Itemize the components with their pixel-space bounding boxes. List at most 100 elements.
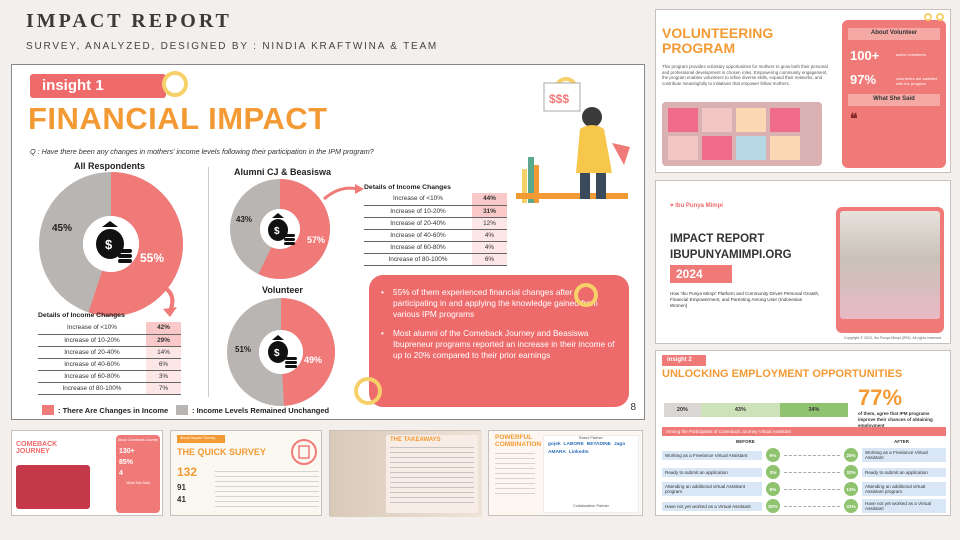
thumb-comeback-journey[interactable]: COMEBACK JOURNEY About Comeback Journey … xyxy=(11,430,163,516)
cover-copyright: Copyright © 2024, Ibu Punya Mimpi (IPM).… xyxy=(844,336,942,340)
table-row: Increase of 80-100% 7% xyxy=(38,382,181,395)
row-value: 42% xyxy=(146,322,181,335)
thumb-qs-title: THE QUICK SURVEY xyxy=(177,447,266,457)
cover-desc: How 'Ibu Punya Mimpi' Platform and Commu… xyxy=(670,291,820,308)
thumb-cj-s3: 4 xyxy=(119,470,123,477)
pct-alumni-unchanged: 43% xyxy=(236,215,253,224)
pct-all-changed: 55% xyxy=(140,251,165,265)
vol-stat1-desc: active volunteers xyxy=(896,52,927,57)
vol-about-title: About Volunteer xyxy=(848,28,940,40)
vol-stat2: 97% xyxy=(850,72,877,87)
money-bag-icon: $ xyxy=(96,221,132,263)
vol-said-title: What She Said xyxy=(848,94,940,106)
vol-stat2-desc: volunteers are satisfied with the progra… xyxy=(896,76,938,86)
thumb-takeaways[interactable]: THE TAKEAWAYS xyxy=(329,430,482,517)
emp-rows: Working as a Freelance Virtual Assistant… xyxy=(662,447,946,515)
chart-label-volunteer: Volunteer xyxy=(262,285,303,295)
svg-text:$: $ xyxy=(274,226,280,237)
decor-circle-icon xyxy=(354,377,382,405)
table-row: Increase of 10-20% 29% xyxy=(38,334,181,347)
brand-logo: BETADINE xyxy=(586,442,611,447)
emp-before: BEFORE xyxy=(736,439,755,444)
details-title-all: Details of Income Changes xyxy=(38,312,125,319)
bar-seg-neutral: 20% xyxy=(664,403,701,417)
emp-row-after: 13% xyxy=(844,482,858,496)
emp-stat-desc: of them, agree that IPM programs improve… xyxy=(858,411,933,428)
table-row: Increase of 60-80% 3% xyxy=(38,370,181,383)
page-number: 8 xyxy=(630,402,636,413)
cover-title2: IBUPUNYAMIMPI.ORG xyxy=(670,249,792,261)
emp-row-text: Ready to submit an application xyxy=(662,467,762,477)
brand-logo: Jago xyxy=(613,442,626,447)
agreement-bar: 20% 43% 34% xyxy=(664,403,848,417)
table-row: Increase of <10% 44% xyxy=(364,193,507,206)
vol-body: This program provides voluntary opportun… xyxy=(662,64,828,87)
row-value: 6% xyxy=(472,253,507,266)
emp-row-text-after: Attending an additional virtual Assistan… xyxy=(862,482,946,496)
emp-row-connector xyxy=(784,454,840,456)
thumb-cj-panel: About Comeback Journey 130+ 85% 4 What S… xyxy=(116,435,160,513)
thumb-tk-title: THE TAKEAWAYS xyxy=(390,437,441,443)
money-bag-icon: $ xyxy=(268,213,295,245)
thumb-qs-n2: 91 xyxy=(177,483,186,492)
row-label: Increase of 20-40% xyxy=(38,346,146,359)
row-label: Increase of <10% xyxy=(38,322,146,335)
pct-volunteer-changed: 49% xyxy=(304,355,323,365)
thumb-cj-title: COMEBACK JOURNEY xyxy=(16,441,58,456)
row-value: 12% xyxy=(472,217,507,230)
table-row: Increase of <10% 42% xyxy=(38,322,181,335)
row-value: 31% xyxy=(472,205,507,218)
emp-row-before: 6% xyxy=(766,448,780,462)
thumb-tk-panel: THE TAKEAWAYS xyxy=(386,435,478,513)
arrow-right-icon xyxy=(323,184,364,201)
legend-unchanged: : Income Levels Remained Unchanged xyxy=(176,405,329,415)
brand-logo: gojek xyxy=(548,442,561,447)
thumb-quick-survey[interactable]: About Impact Survey THE QUICK SURVEY 132… xyxy=(170,430,322,516)
survey-icon xyxy=(291,439,317,465)
curved-arrow-icon xyxy=(159,283,177,317)
row-label: Increase of <10% xyxy=(364,193,472,206)
group-photo xyxy=(840,211,940,319)
bar-seg-agree: 43% xyxy=(700,403,780,417)
row-label: Increase of 40-60% xyxy=(38,358,146,371)
emp-row-after: 31% xyxy=(844,499,858,513)
emp-row-before: 9% xyxy=(766,482,780,496)
thumb-qs-n1: 132 xyxy=(177,465,198,479)
report-header-title: IMPACT REPORT xyxy=(26,10,232,32)
row-label: Increase of 60-80% xyxy=(38,370,146,383)
vol-stat1: 100+ xyxy=(850,48,880,63)
emp-row: Attending an additional virtual Assistan… xyxy=(662,481,946,497)
pct-alumni-changed: 57% xyxy=(307,235,326,245)
brand-logo-list: gojek LABORE BETADINE Jago AMARA LinkedIn xyxy=(544,440,638,457)
emp-row-text: Have not yet worked as a Virtual Assista… xyxy=(662,501,762,511)
thumb-pc-text xyxy=(495,453,535,497)
volunteering-program-slide[interactable]: VOLUNTEERING PROGRAM This program provid… xyxy=(655,9,951,173)
thumb-pc-brands-title: Brand Partner xyxy=(579,436,603,440)
row-label: Increase of 80-100% xyxy=(364,253,472,266)
emp-row-after: 25% xyxy=(844,448,858,462)
thumb-powerful-combination[interactable]: POWERFUL COMBINATION Brand Partner gojek… xyxy=(488,430,643,516)
report-header-subtitle: SURVEY, ANALYZED, DESIGNED BY : NINDIA K… xyxy=(26,41,439,52)
financial-impact-slide[interactable]: insight 1 FINANCIAL IMPACT Q : Have ther… xyxy=(11,64,645,420)
thumb-qs-tag: About Impact Survey xyxy=(177,435,225,443)
emp-row-text: Working as a Freelance Virtual Assistant xyxy=(662,450,762,460)
impact-report-cover-slide[interactable]: ♥ Ibu Punya Mimpi IMPACT REPORT IBUPUNYA… xyxy=(655,180,951,344)
employment-opportunities-slide[interactable]: insight 2 UNLOCKING EMPLOYMENT OPPORTUNI… xyxy=(655,350,951,516)
legend-swatch-unchanged xyxy=(176,405,188,415)
decor-circle-icon xyxy=(162,71,188,97)
table-row: Increase of 20-40% 12% xyxy=(364,217,507,230)
emp-section: Among the Participants of Comeback Journ… xyxy=(662,427,946,436)
row-value: 4% xyxy=(472,241,507,254)
row-value: 44% xyxy=(472,193,507,206)
row-label: Increase of 10-20% xyxy=(38,334,146,347)
pct-volunteer-unchanged: 51% xyxy=(235,345,252,354)
emp-row: Ready to submit an application 3% 32% Ready… xyxy=(662,464,946,480)
thumb-qs-text xyxy=(215,471,319,511)
emp-after: AFTER xyxy=(894,439,909,444)
vol-nav-dots xyxy=(924,13,944,21)
emp-title: UNLOCKING EMPLOYMENT OPPORTUNITIES xyxy=(662,368,903,380)
emp-row-text: Attending an additional virtual Assistan… xyxy=(662,482,762,496)
emp-row-connector xyxy=(784,471,840,473)
emp-row-connector xyxy=(784,505,840,507)
emp-row: Working as a Freelance Virtual Assistant… xyxy=(662,447,946,463)
